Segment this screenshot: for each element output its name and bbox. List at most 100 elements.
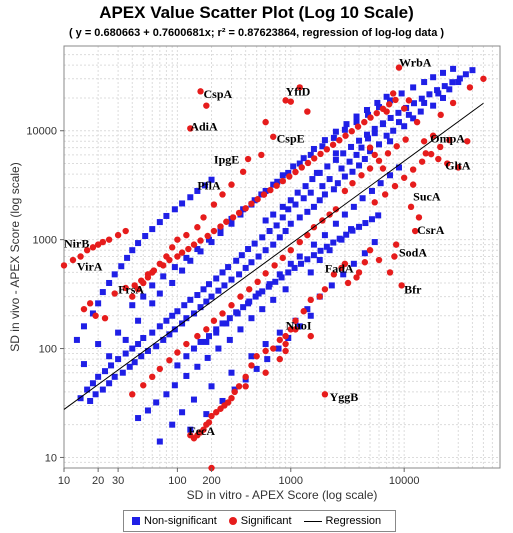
point-significant [60,262,68,269]
point-non-significant [376,141,383,148]
point-significant [392,241,400,248]
point-non-significant [160,273,167,280]
point-significant [282,332,289,340]
point-non-significant [84,386,91,393]
point-significant [429,132,437,139]
point-non-significant [348,143,355,150]
point-significant [271,262,278,269]
point-non-significant [149,282,156,289]
point-non-significant [387,114,394,121]
y-tick-label: 10 [45,452,57,464]
point-significant [282,340,289,348]
point-non-significant [197,338,204,345]
point-non-significant [304,208,311,215]
point-non-significant [106,279,113,286]
point-non-significant [390,127,397,134]
point-significant [330,271,338,278]
point-significant [174,349,181,356]
point-significant [381,191,389,198]
point-non-significant [124,254,131,261]
annotation-label: YfiD [286,85,311,99]
point-non-significant [270,211,277,218]
point-significant [183,340,190,348]
point-significant [80,305,88,313]
point-significant [386,101,393,108]
point-significant [391,182,399,190]
point-non-significant [296,160,303,167]
point-non-significant [450,65,457,72]
annotation-label: FadA [325,261,354,275]
point-significant [190,241,198,248]
point-non-significant [171,326,178,333]
point-non-significant [356,162,363,169]
annotation-label: FecA [188,424,215,438]
point-non-significant [282,228,289,235]
point-non-significant [156,219,163,226]
point-non-significant [248,259,255,266]
point-significant [379,165,387,172]
point-significant [156,365,164,373]
annotation-label: OmpA [430,131,465,145]
point-non-significant [316,257,323,264]
point-non-significant [156,438,163,445]
point-non-significant [310,252,317,259]
point-non-significant [330,134,337,141]
point-significant [273,182,280,189]
point-significant [332,206,340,213]
point-non-significant [296,214,303,221]
point-significant [92,312,99,319]
point-non-significant [190,396,197,403]
point-non-significant [368,216,375,223]
point-non-significant [217,230,224,237]
legend-item-regression: Regression [303,515,381,527]
point-non-significant [203,411,210,418]
point-non-significant [359,195,366,202]
point-non-significant [300,195,307,202]
point-significant [200,214,207,221]
point-significant [480,75,487,82]
point-non-significant [297,260,304,267]
point-non-significant [204,354,211,361]
point-non-significant [332,220,339,227]
point-significant [129,391,136,398]
x-tick-label: 100 [168,475,186,487]
point-non-significant [122,350,129,357]
chart-title: APEX Value Scatter Plot (Log 10 Scale) [99,3,414,22]
regression-line [63,102,484,410]
point-significant [287,98,294,105]
point-significant [371,199,378,206]
point-non-significant [219,397,226,404]
point-non-significant [99,386,106,393]
point-significant [166,357,173,364]
point-non-significant [179,200,186,207]
point-non-significant [228,369,235,376]
point-non-significant [421,99,428,106]
point-non-significant [340,150,347,157]
point-non-significant [307,189,314,196]
point-non-significant [135,415,142,422]
point-non-significant [181,302,188,309]
point-non-significant [361,250,368,257]
point-non-significant [89,310,96,317]
point-non-significant [179,409,186,416]
point-non-significant [119,369,126,376]
point-significant [371,151,378,159]
point-non-significant [135,341,142,348]
point-significant [242,205,249,212]
point-non-significant [208,383,215,390]
point-significant [379,105,387,113]
point-non-significant [323,243,330,250]
point-significant [464,138,471,145]
point-significant [204,232,211,240]
point-significant [353,274,360,281]
point-non-significant [197,304,204,311]
point-significant [420,138,428,145]
point-significant [140,382,147,389]
x-tick-label: 10 [58,475,70,487]
point-significant [254,196,261,203]
point-non-significant [449,79,456,86]
point-significant [246,286,253,293]
point-non-significant [262,247,269,254]
point-non-significant [349,168,356,175]
